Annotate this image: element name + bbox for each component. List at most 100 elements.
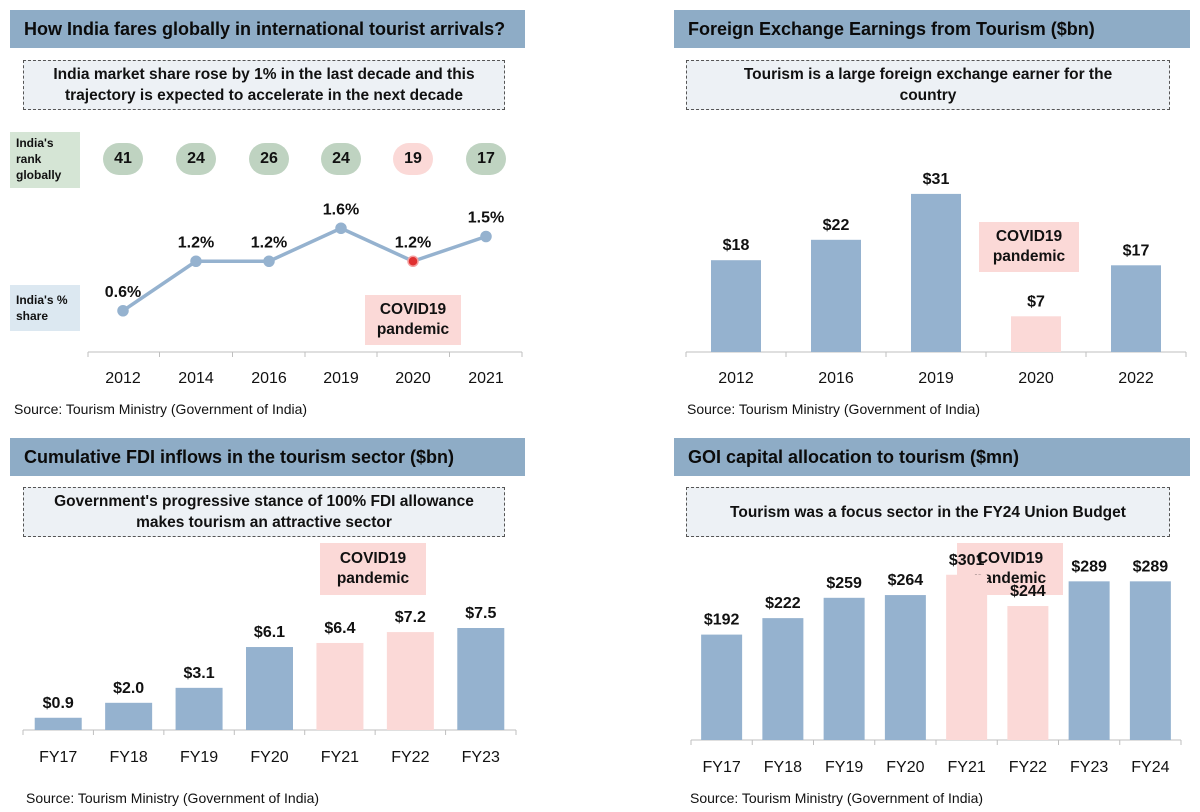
panel3-header: Cumulative FDI inflows in the tourism se… bbox=[10, 438, 525, 476]
panel2-callout: Tourism is a large foreign exchange earn… bbox=[686, 60, 1170, 110]
bar bbox=[1111, 265, 1161, 352]
data-point bbox=[263, 255, 275, 267]
x-tick-label: FY21 bbox=[948, 759, 986, 776]
x-tick-label: 2021 bbox=[468, 370, 504, 387]
x-tick-label: FY17 bbox=[703, 759, 741, 776]
bar bbox=[246, 647, 293, 730]
bar bbox=[711, 260, 761, 352]
share-label-text: India's % share bbox=[16, 293, 68, 323]
data-label: $17 bbox=[1123, 242, 1150, 259]
x-tick-label: 2014 bbox=[178, 370, 214, 387]
panel4-title: GOI capital allocation to tourism ($mn) bbox=[688, 447, 1020, 467]
panel1-title: How India fares globally in internationa… bbox=[24, 19, 506, 39]
bar bbox=[34, 717, 82, 730]
data-label: $2.0 bbox=[113, 680, 144, 697]
data-label: $192 bbox=[704, 612, 740, 629]
panel1-header: How India fares globally in internationa… bbox=[10, 10, 525, 48]
panel3-covid-text: COVID19 pandemic bbox=[336, 550, 410, 587]
panel4-header: GOI capital allocation to tourism ($mn) bbox=[674, 438, 1190, 476]
bar bbox=[386, 632, 434, 730]
panel2-callout-text: Tourism is a large foreign exchange earn… bbox=[743, 66, 1113, 104]
data-label: $301 bbox=[949, 552, 985, 569]
bar bbox=[105, 702, 153, 730]
panel3-callout: Government's progressive stance of 100% … bbox=[23, 487, 505, 537]
data-label: 1.6% bbox=[323, 201, 359, 218]
rank-pill: 19 bbox=[393, 143, 433, 175]
x-tick-label: 2012 bbox=[105, 370, 141, 387]
panel2-source: Source: Tourism Ministry (Government of … bbox=[687, 401, 981, 417]
x-tick-label: 2012 bbox=[718, 370, 754, 387]
share-label: India's % share bbox=[10, 285, 80, 331]
data-label: $264 bbox=[888, 572, 924, 589]
data-label: 1.5% bbox=[468, 210, 504, 227]
panel3-callout-text: Government's progressive stance of 100% … bbox=[54, 493, 474, 531]
data-label: 1.2% bbox=[251, 234, 287, 251]
x-tick-label: FY20 bbox=[250, 749, 288, 766]
x-tick-label: 2019 bbox=[918, 370, 954, 387]
forex-bar-chart: $18 2012 $22 2016 $31 2019 $7 2020 $17 2022 bbox=[685, 171, 1187, 387]
rank-pill: 26 bbox=[249, 143, 289, 175]
bar bbox=[457, 628, 505, 730]
bar bbox=[823, 597, 865, 740]
data-point bbox=[117, 305, 129, 317]
data-label: 1.2% bbox=[395, 234, 431, 251]
panel1-covid-text: COVID19 pandemic bbox=[376, 301, 450, 338]
data-label: $259 bbox=[826, 575, 862, 592]
panel3-covid-badge: COVID19 pandemic bbox=[320, 543, 426, 595]
bar bbox=[1129, 581, 1171, 740]
share-line bbox=[122, 226, 487, 313]
panel1-callout: India market share rose by 1% in the las… bbox=[23, 60, 505, 110]
x-tick-label: FY23 bbox=[1070, 759, 1108, 776]
x-tick-label: FY18 bbox=[764, 759, 802, 776]
x-tick-label: 2016 bbox=[251, 370, 287, 387]
x-tick-label: 2022 bbox=[1118, 370, 1154, 387]
data-point bbox=[335, 222, 347, 234]
data-label: $244 bbox=[1010, 583, 1046, 600]
data-point bbox=[480, 230, 492, 243]
x-tick-label: 2020 bbox=[395, 370, 431, 387]
data-label: $31 bbox=[923, 171, 950, 188]
data-label: $0.9 bbox=[43, 695, 74, 712]
data-label: $3.1 bbox=[184, 665, 215, 682]
panel1-covid-badge: COVID19 pandemic bbox=[365, 295, 461, 345]
x-tick-label: 2019 bbox=[323, 370, 359, 387]
panel1-source: Source: Tourism Ministry (Government of … bbox=[14, 401, 308, 417]
rank-label: India's rank globally bbox=[10, 132, 80, 188]
panel4-covid-text: COVID19 pandemic bbox=[973, 550, 1047, 587]
bar bbox=[701, 634, 743, 740]
rank-pill: 24 bbox=[176, 143, 216, 175]
bar bbox=[1007, 606, 1049, 740]
fdi-bar-chart: $0.9 FY17 $2.0 FY18 $3.1 FY19 $6.1 FY20 $6.4 FY21… bbox=[22, 605, 517, 766]
panel3-source: Source: Tourism Ministry (Government of … bbox=[26, 790, 320, 806]
bar bbox=[1011, 316, 1061, 352]
data-label: 0.6% bbox=[105, 284, 141, 301]
bar bbox=[316, 642, 364, 730]
capital-allocation-bar-chart: $192 FY17 $222 FY18 $259 FY19 $264 FY20 $301 FY21… bbox=[690, 552, 1182, 776]
bar bbox=[911, 193, 961, 352]
data-label: $7.2 bbox=[395, 609, 426, 626]
data-label: $18 bbox=[723, 237, 750, 254]
panel4-source: Source: Tourism Ministry (Government of … bbox=[690, 790, 984, 806]
x-tick-label: 2016 bbox=[818, 370, 854, 387]
data-label: 1.2% bbox=[178, 234, 214, 251]
rank-pill: 41 bbox=[103, 143, 143, 175]
data-point bbox=[407, 255, 419, 267]
bar bbox=[762, 618, 804, 740]
data-label: $7.5 bbox=[465, 605, 496, 622]
data-label: $6.4 bbox=[324, 620, 355, 637]
bar bbox=[1068, 581, 1110, 740]
x-tick-label: FY21 bbox=[321, 749, 359, 766]
rank-label-text: India's rank globally bbox=[16, 136, 62, 182]
share-line-chart: 0.6% 2012 1.2% 2014 1.2% 2016 1.6% 2019 1.2% 2020… bbox=[87, 201, 523, 387]
x-tick-label: FY24 bbox=[1131, 759, 1169, 776]
panel2-covid-badge: COVID19 pandemic bbox=[979, 222, 1079, 272]
data-point bbox=[190, 255, 202, 267]
panel2-title: Foreign Exchange Earnings from Tourism (… bbox=[688, 19, 1095, 39]
panel4-callout-text: Tourism was a focus sector in the FY24 U… bbox=[730, 503, 1126, 521]
panel1-callout-text: India market share rose by 1% in the las… bbox=[53, 66, 475, 104]
x-tick-label: FY22 bbox=[391, 749, 429, 766]
x-tick-label: FY19 bbox=[825, 759, 863, 776]
bar bbox=[175, 687, 223, 730]
rank-pill: 17 bbox=[466, 143, 506, 175]
bar bbox=[811, 239, 861, 352]
